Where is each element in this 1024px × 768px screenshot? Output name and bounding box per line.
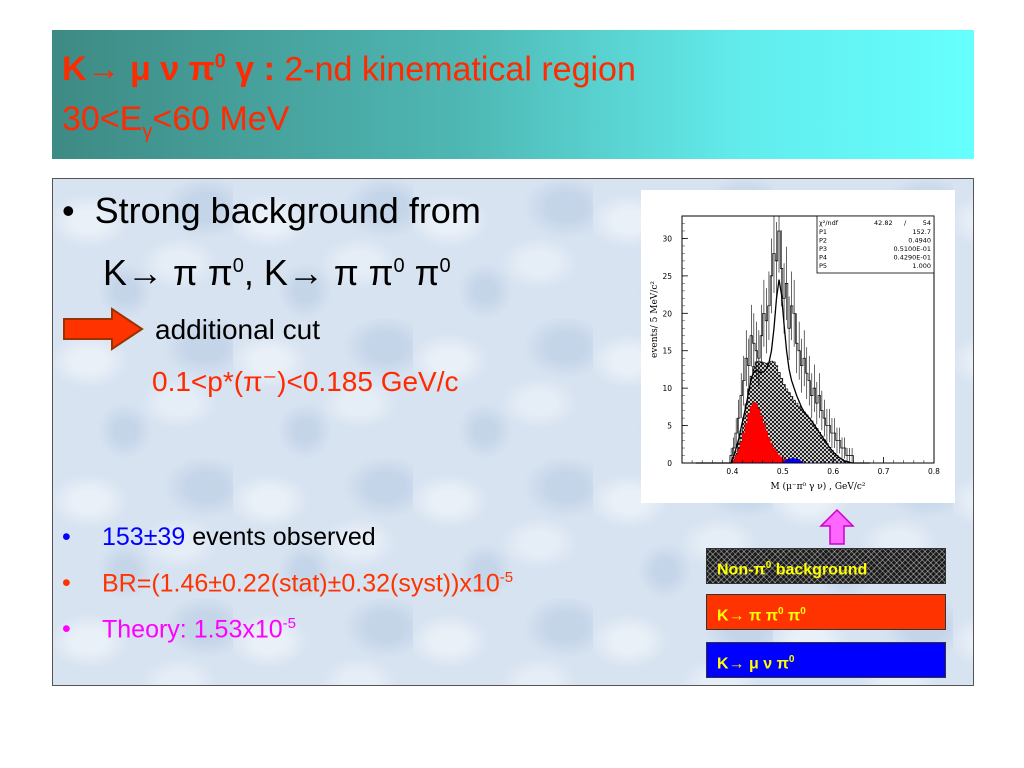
- fit-param-value: 152.7: [912, 228, 931, 236]
- fit-param-name: P1: [819, 228, 827, 236]
- fit-param-value: 0.5100E-01: [894, 245, 931, 253]
- y-tick-label: 10: [662, 384, 672, 393]
- legend-k-pi-pi0-pi0: K→ π π0 π0: [706, 594, 946, 630]
- pink-up-arrow-icon: [819, 508, 855, 545]
- cut-label: additional cut: [155, 314, 321, 345]
- fit-curve: [695, 279, 870, 464]
- x-tick-label: 0.4: [726, 467, 738, 476]
- histogram-svg: 0.4 0.5 0.6 0.7 0.8 0 5 10 15 20 25 30 M (μ⁻π⁰ γ ν) …: [650, 215, 940, 492]
- y-tick-label: 30: [662, 234, 672, 243]
- fit-ndf-value: 54: [923, 219, 931, 227]
- fit-param-value: 0.4940: [908, 237, 931, 245]
- red-arrow-icon: [63, 307, 144, 351]
- fit-chi2-label: χ²/ndf: [819, 219, 839, 227]
- y-tick-label: 25: [662, 272, 672, 281]
- theory-bullet: • Theory: 1.53x10-5: [62, 615, 297, 644]
- x-axis-label: M (μ⁻π⁰ γ ν) , GeV/c²: [770, 481, 865, 492]
- fit-param-value: 1.000: [912, 262, 931, 270]
- y-tick-label: 0: [667, 459, 672, 468]
- fit-param-name: P2: [819, 237, 827, 245]
- y-tick-label: 5: [667, 422, 672, 431]
- y-tick-label: 15: [662, 347, 672, 356]
- x-tick-label: 0.6: [827, 467, 839, 476]
- fit-statistics-box: χ²/ndf 42.82 / 54 P1 152.7 P2 0.4940 P3 0.510…: [816, 215, 935, 274]
- slide-title-line-2: 30<Eγ<60 MeV: [62, 100, 290, 143]
- fit-param-name: P5: [819, 262, 827, 270]
- y-tick-label: 20: [662, 309, 672, 318]
- x-tick-label: 0.7: [878, 467, 890, 476]
- legend-k-mu-nu-pi0: K→ μ ν π0: [706, 642, 946, 678]
- x-tick-label: 0.5: [777, 467, 789, 476]
- events-observed-bullet: • 153±39 events observed: [62, 523, 376, 551]
- fit-chi2-value: 42.82: [874, 219, 893, 227]
- fit-param-name: P4: [819, 254, 827, 262]
- slide-title-line-1: K→ μ ν π0 γ : 2-nd kinematical region: [62, 50, 636, 89]
- y-axis-label: events/ 5 MeV/c²: [650, 281, 660, 358]
- x-tick-label: 0.8: [928, 467, 940, 476]
- title-bar: K→ μ ν π0 γ : 2-nd kinematical region 30…: [52, 30, 974, 159]
- fit-param-name: P3: [819, 245, 827, 253]
- fit-param-value: 0.4290E-01: [894, 254, 931, 262]
- histogram-plot: 0.4 0.5 0.6 0.7 0.8 0 5 10 15 20 25 30 M (μ⁻π⁰ γ ν) …: [641, 190, 955, 503]
- bullet-strong-background: • Strong background from: [62, 190, 481, 231]
- cut-condition: 0.1<p*(π⁻)<0.185 GeV/c: [152, 366, 459, 397]
- bullet-background-channels: K→ π π0, K→ π π0 π0: [103, 252, 451, 293]
- branching-ratio-bullet: • BR=(1.46±0.22(stat)±0.32(syst))x10-5: [62, 569, 514, 598]
- fit-ndf-sep: /: [904, 219, 907, 227]
- legend-non-pi0-background: Non-π0 background: [706, 548, 946, 584]
